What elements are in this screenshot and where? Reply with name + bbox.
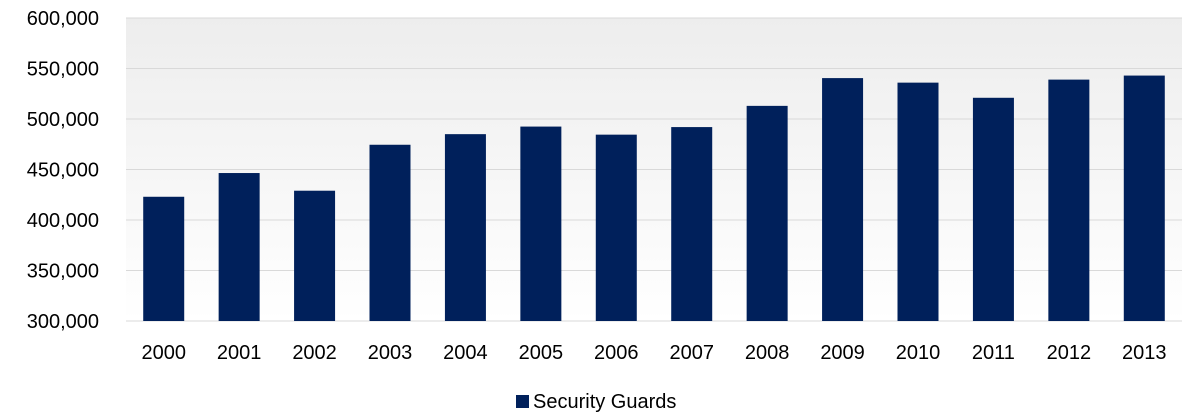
bar-2004 — [444, 134, 486, 321]
bar-2012 — [1048, 79, 1090, 321]
bar-2010 — [897, 82, 939, 321]
bar-2007 — [671, 127, 713, 321]
x-tick-label: 2000 — [141, 342, 186, 364]
x-tick-label: 2010 — [896, 342, 941, 364]
y-tick-label: 450,000 — [27, 160, 99, 182]
x-tick-label: 2011 — [972, 342, 1015, 364]
x-tick-label: 2005 — [519, 342, 564, 364]
x-tick-label: 2009 — [820, 342, 865, 364]
x-tick-label: 2008 — [745, 342, 790, 364]
bar-2005 — [520, 126, 562, 321]
x-tick-label: 2013 — [1122, 342, 1167, 364]
bar-2008 — [746, 105, 788, 322]
y-tick-label: 600,000 — [27, 8, 99, 30]
legend: Security Guards — [516, 391, 676, 413]
bars — [143, 75, 1165, 322]
x-tick-label: 2002 — [292, 342, 337, 364]
y-tick-label: 300,000 — [27, 311, 99, 333]
x-axis-tick-labels: 2000 2001 2002 2003 2004 2005 2006 2007 2008 2009… — [141, 342, 1166, 364]
bar-2006 — [595, 134, 637, 321]
y-tick-label: 400,000 — [27, 210, 99, 232]
x-tick-label: 2012 — [1047, 342, 1092, 364]
x-tick-label: 2003 — [368, 342, 413, 364]
x-tick-label: 2006 — [594, 342, 639, 364]
bar-2003 — [369, 144, 411, 321]
y-tick-label: 500,000 — [27, 109, 99, 131]
x-tick-label: 2004 — [443, 342, 488, 364]
y-tick-label: 350,000 — [27, 261, 99, 283]
x-tick-label: 2001 — [217, 342, 262, 364]
bar-2013 — [1123, 75, 1165, 321]
bar-2011 — [972, 97, 1014, 321]
y-tick-label: 550,000 — [27, 59, 99, 81]
x-tick-label: 2007 — [669, 342, 714, 364]
legend-swatch-security-guards — [516, 395, 529, 408]
bar-2002 — [294, 190, 336, 321]
bar-2009 — [822, 78, 864, 321]
y-axis-tick-labels: 300,000 350,000 400,000 450,000 500,000 550,0… — [27, 8, 99, 333]
legend-label-security-guards: Security Guards — [533, 391, 676, 413]
bar-2000 — [143, 196, 185, 321]
bar-2001 — [218, 173, 260, 321]
